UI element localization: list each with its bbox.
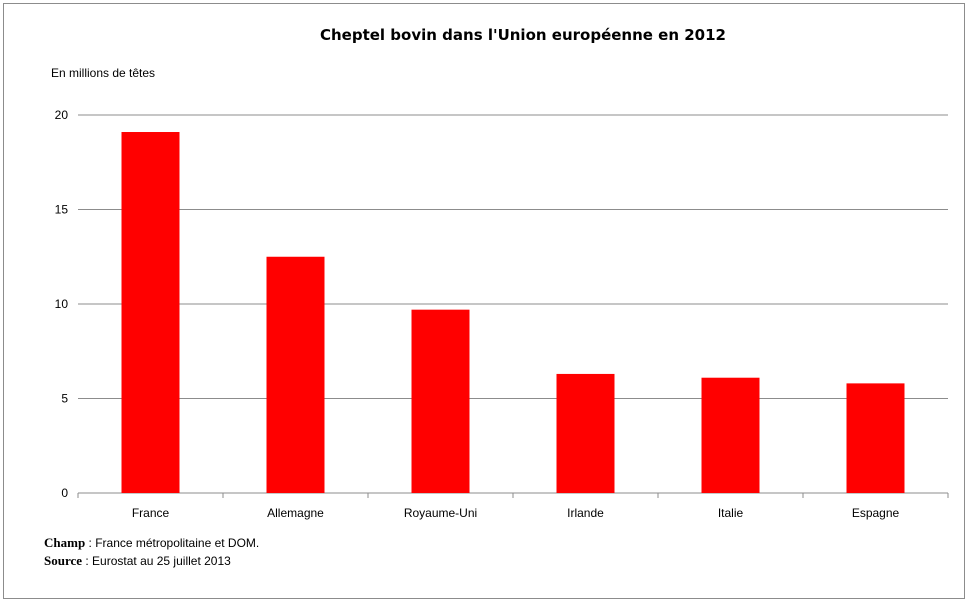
bar: [121, 132, 180, 493]
bar: [846, 383, 905, 493]
chart-notes: Champ : France métropolitaine et DOM. So…: [44, 534, 259, 570]
y-tick-label: 10: [55, 297, 69, 311]
champ-key: Champ: [44, 535, 86, 550]
y-tick-label: 0: [61, 486, 68, 500]
y-tick-label: 5: [61, 392, 68, 406]
champ-note: Champ : France métropolitaine et DOM.: [44, 534, 259, 552]
source-key: Source: [44, 553, 83, 568]
x-tick-label: Irlande: [567, 506, 604, 520]
chart-title: Cheptel bovin dans l'Union européenne en…: [319, 26, 726, 44]
bar: [266, 256, 325, 493]
x-tick-label: Espagne: [852, 506, 900, 520]
x-tick-label: Allemagne: [267, 506, 324, 520]
source-note: Source : Eurostat au 25 juillet 2013: [44, 552, 259, 570]
y-tick-label: 15: [55, 203, 69, 217]
champ-text: : France métropolitaine et DOM.: [85, 536, 260, 550]
x-tick-label: France: [132, 506, 170, 520]
x-tick-label: Royaume-Uni: [404, 506, 477, 520]
x-tick-label: Italie: [718, 506, 744, 520]
bar: [411, 309, 470, 493]
y-tick-label: 20: [55, 108, 69, 122]
bar: [556, 373, 615, 493]
y-axis-unit-label: En millions de têtes: [51, 66, 156, 80]
source-text: : Eurostat au 25 juillet 2013: [82, 554, 231, 568]
bar: [701, 377, 760, 493]
